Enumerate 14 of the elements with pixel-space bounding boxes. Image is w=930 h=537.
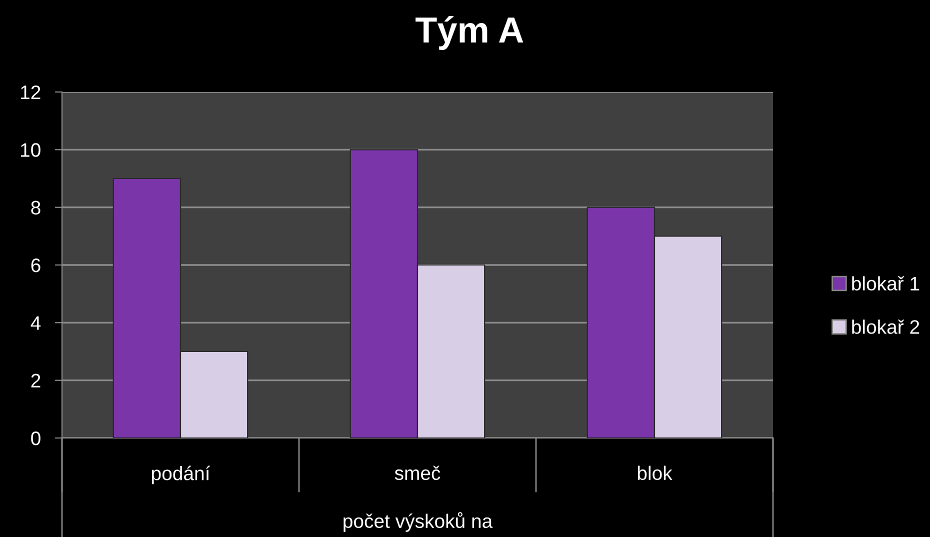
y-tick-label: 2 (31, 374, 40, 388)
x-tick-label: smeč (394, 466, 440, 480)
x-tick-label: blok (638, 466, 672, 480)
legend-label: blokař 1 (852, 276, 920, 291)
x-tick-label: podání (152, 466, 210, 484)
y-tick-label: 8 (31, 200, 40, 215)
y-tick-label: 4 (30, 316, 41, 330)
y-tick-label: 12 (21, 85, 40, 100)
chart-title: Tým A (416, 16, 524, 50)
x-axis-title: počet výskoků na (344, 512, 493, 532)
legend-label: blokař 2 (852, 320, 920, 334)
y-tick-label: 10 (21, 143, 40, 157)
y-tick-label: 6 (31, 258, 40, 272)
y-tick-label: 0 (31, 431, 40, 446)
